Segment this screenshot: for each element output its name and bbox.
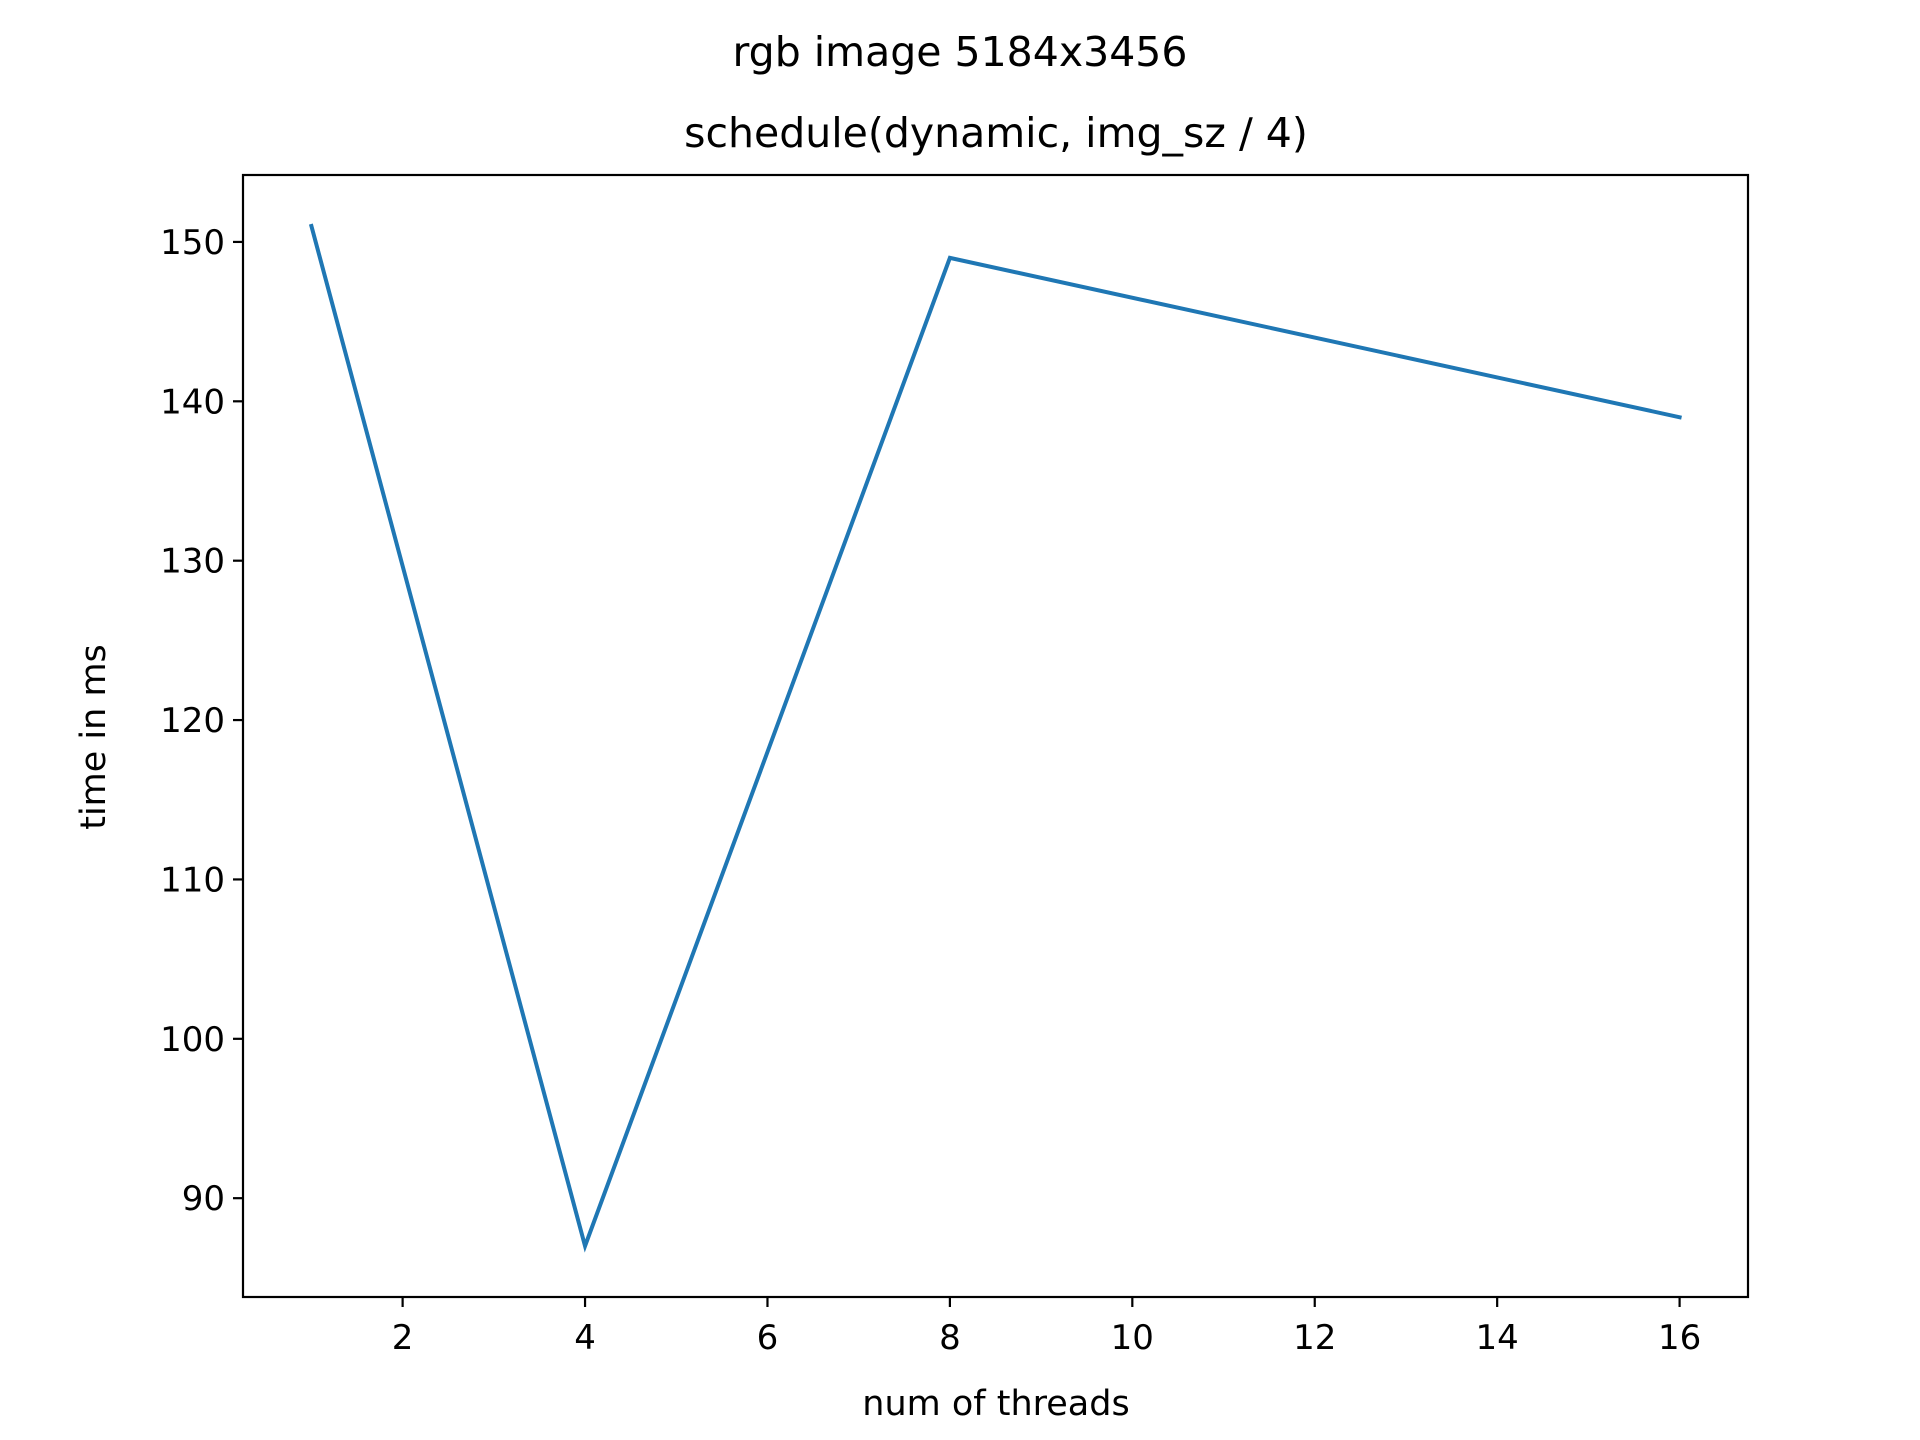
x-tick-label: 14 xyxy=(1476,1318,1519,1358)
y-tick-label: 140 xyxy=(160,382,225,422)
x-tick-label: 8 xyxy=(939,1318,961,1358)
x-axis-label: num of threads xyxy=(862,1384,1129,1424)
x-tick-label: 16 xyxy=(1658,1318,1701,1358)
plot-area xyxy=(308,223,1682,1253)
x-axis-ticks: 2 4 6 8 10 12 14 16 xyxy=(392,1297,1701,1358)
x-tick-label: 4 xyxy=(574,1318,596,1358)
y-tick-label: 120 xyxy=(160,701,225,741)
y-axis-label: time in ms xyxy=(74,644,114,830)
y-tick-label: 150 xyxy=(160,223,225,263)
y-axis-ticks: 90 100 110 120 130 140 150 xyxy=(160,223,243,1219)
y-tick-label: 90 xyxy=(182,1179,225,1219)
chart-title: schedule(dynamic, img_sz / 4) xyxy=(684,109,1308,157)
chart-suptitle: rgb image 5184x3456 xyxy=(733,28,1188,76)
x-tick-label: 6 xyxy=(757,1318,779,1358)
series-line xyxy=(308,223,1682,1253)
x-tick-label: 2 xyxy=(392,1318,414,1358)
y-tick-label: 100 xyxy=(160,1020,225,1060)
x-tick-label: 10 xyxy=(1111,1318,1154,1358)
y-tick-label: 110 xyxy=(160,860,225,900)
y-tick-label: 130 xyxy=(160,542,225,582)
axes-frame xyxy=(241,173,1750,1299)
x-tick-label: 12 xyxy=(1293,1318,1336,1358)
